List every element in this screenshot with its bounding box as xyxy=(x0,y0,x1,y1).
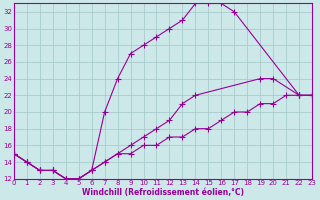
X-axis label: Windchill (Refroidissement éolien,°C): Windchill (Refroidissement éolien,°C) xyxy=(82,188,244,197)
